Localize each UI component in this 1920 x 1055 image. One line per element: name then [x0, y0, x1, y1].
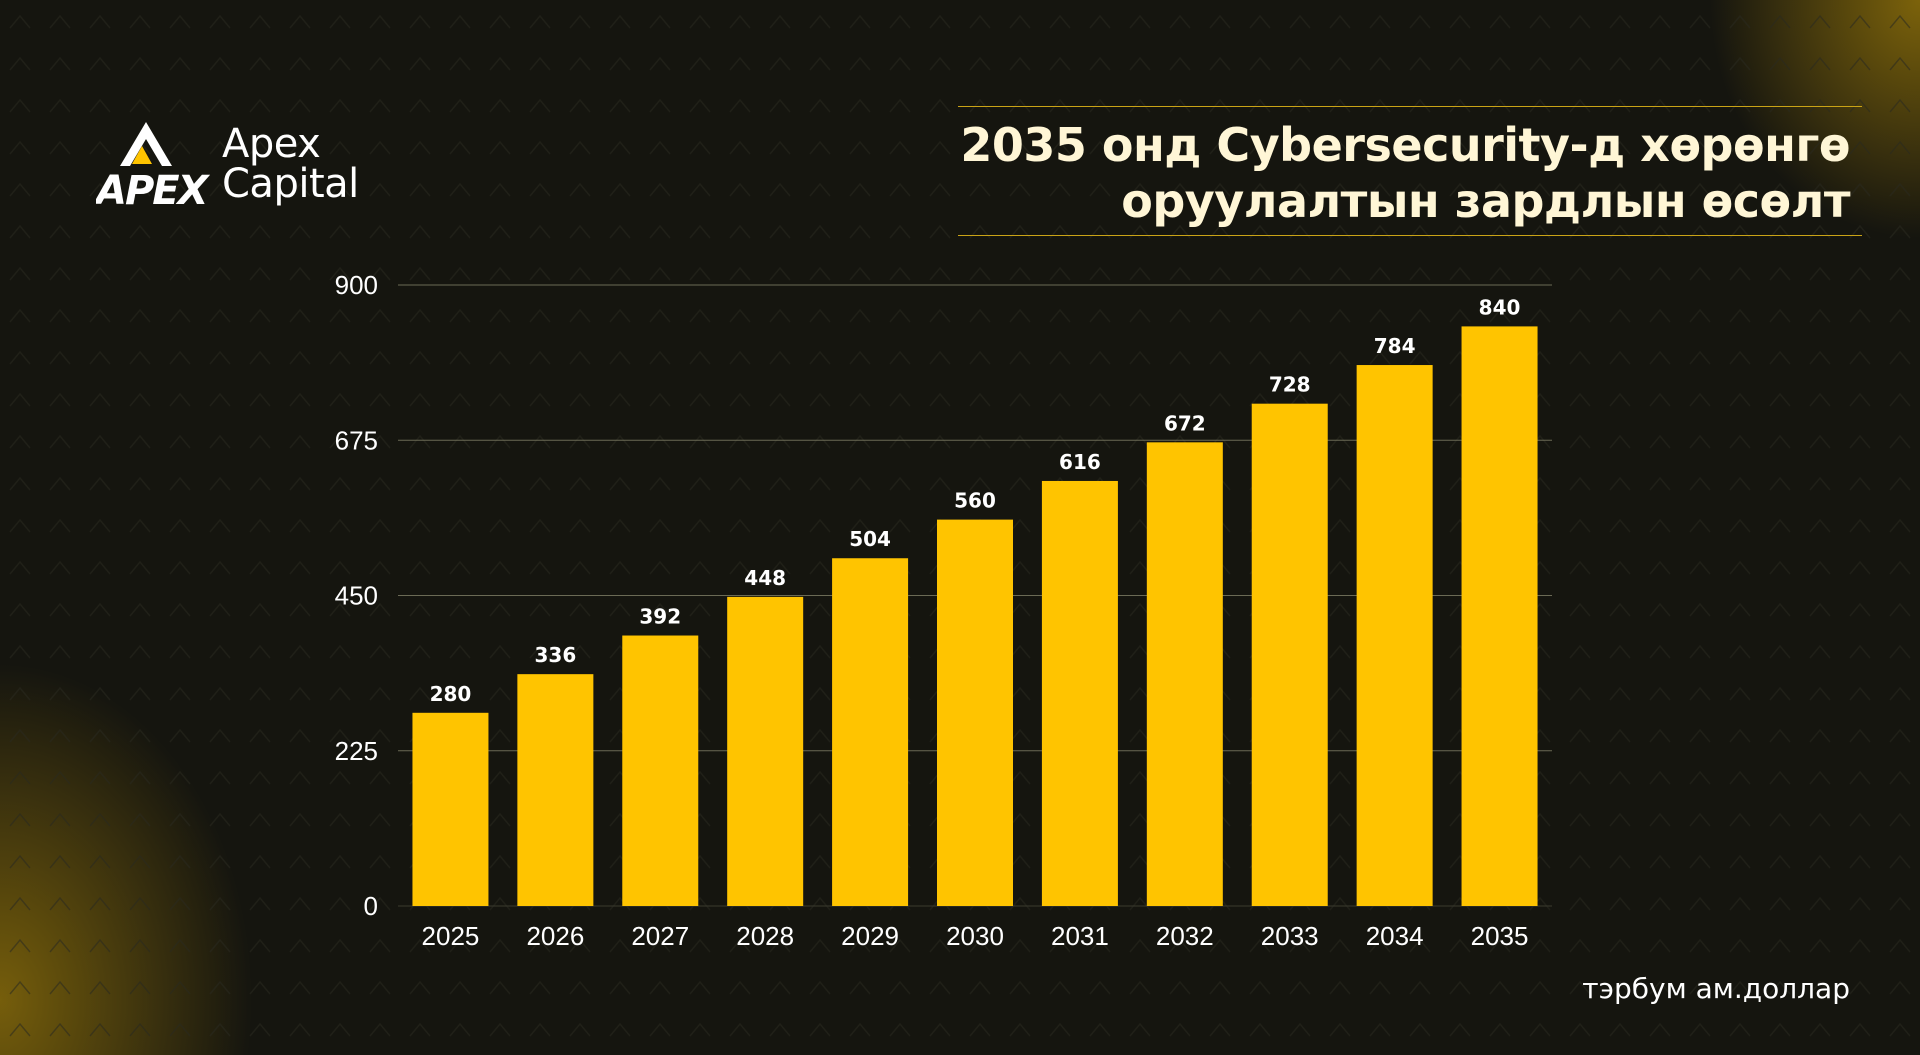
chart-bars: [412, 326, 1538, 906]
x-tick-label-2026: 2026: [526, 921, 584, 951]
data-label-2025: 280: [430, 682, 472, 706]
page-title: 2035 онд Cybersecurity-д хөрөнгө оруулал…: [960, 117, 1850, 229]
y-tick-label: 0: [364, 891, 378, 921]
data-label-2029: 504: [849, 527, 891, 551]
x-tick-label-2032: 2032: [1156, 921, 1214, 951]
bar-2025: [412, 712, 489, 906]
x-tick-label-2029: 2029: [841, 921, 899, 951]
x-tick-label-2027: 2027: [631, 921, 689, 951]
bar-2033: [1251, 403, 1328, 906]
x-tick-label-2034: 2034: [1366, 921, 1424, 951]
data-label-2028: 448: [744, 566, 786, 590]
y-tick-label: 900: [335, 270, 378, 300]
x-tick-label-2030: 2030: [946, 921, 1004, 951]
x-tick-label-2028: 2028: [736, 921, 794, 951]
page-title-line2: оруулалтын зардлын өсөлт: [1121, 174, 1850, 228]
data-label-2031: 616: [1059, 450, 1101, 474]
title-box: 2035 онд Cybersecurity-д хөрөнгө оруулал…: [958, 106, 1862, 236]
bar-2027: [622, 635, 699, 906]
apex-logo-icon: APEX: [96, 122, 213, 214]
bar-2030: [937, 519, 1013, 906]
bar-2028: [727, 596, 804, 906]
data-label-2030: 560: [954, 489, 996, 513]
bar-2035: [1461, 326, 1538, 906]
x-tick-label-2033: 2033: [1261, 921, 1319, 951]
data-label-2032: 672: [1164, 411, 1206, 435]
brand-name-line2: Capital: [222, 161, 359, 207]
brand-name: Apex Capital: [222, 124, 359, 204]
bar-2032: [1146, 442, 1223, 906]
data-label-2027: 392: [639, 605, 681, 629]
data-label-2034: 784: [1374, 334, 1416, 358]
x-tick-label-2031: 2031: [1051, 921, 1109, 951]
data-label-2033: 728: [1269, 373, 1311, 397]
chart-labels: 0 225 450 675 900 280 2025 336 2026 392 2027 448 202…: [335, 270, 1529, 951]
x-tick-label-2035: 2035: [1471, 921, 1529, 951]
bar-2031: [1041, 480, 1118, 906]
logo-mark-text: APEX: [96, 168, 211, 214]
data-label-2035: 840: [1479, 295, 1521, 319]
y-tick-label: 675: [335, 425, 378, 455]
y-tick-label: 450: [335, 581, 378, 611]
x-tick-label-2025: 2025: [422, 921, 480, 951]
brand-name-line1: Apex: [222, 121, 321, 167]
unit-label: тэрбум ам.доллар: [1582, 972, 1850, 1005]
bar-2034: [1356, 365, 1433, 906]
bar-2029: [832, 558, 909, 906]
y-tick-label: 225: [335, 736, 378, 766]
page-title-line1: 2035 онд Cybersecurity-д хөрөнгө: [960, 118, 1850, 172]
bar-2026: [517, 674, 594, 906]
data-label-2026: 336: [534, 643, 576, 667]
